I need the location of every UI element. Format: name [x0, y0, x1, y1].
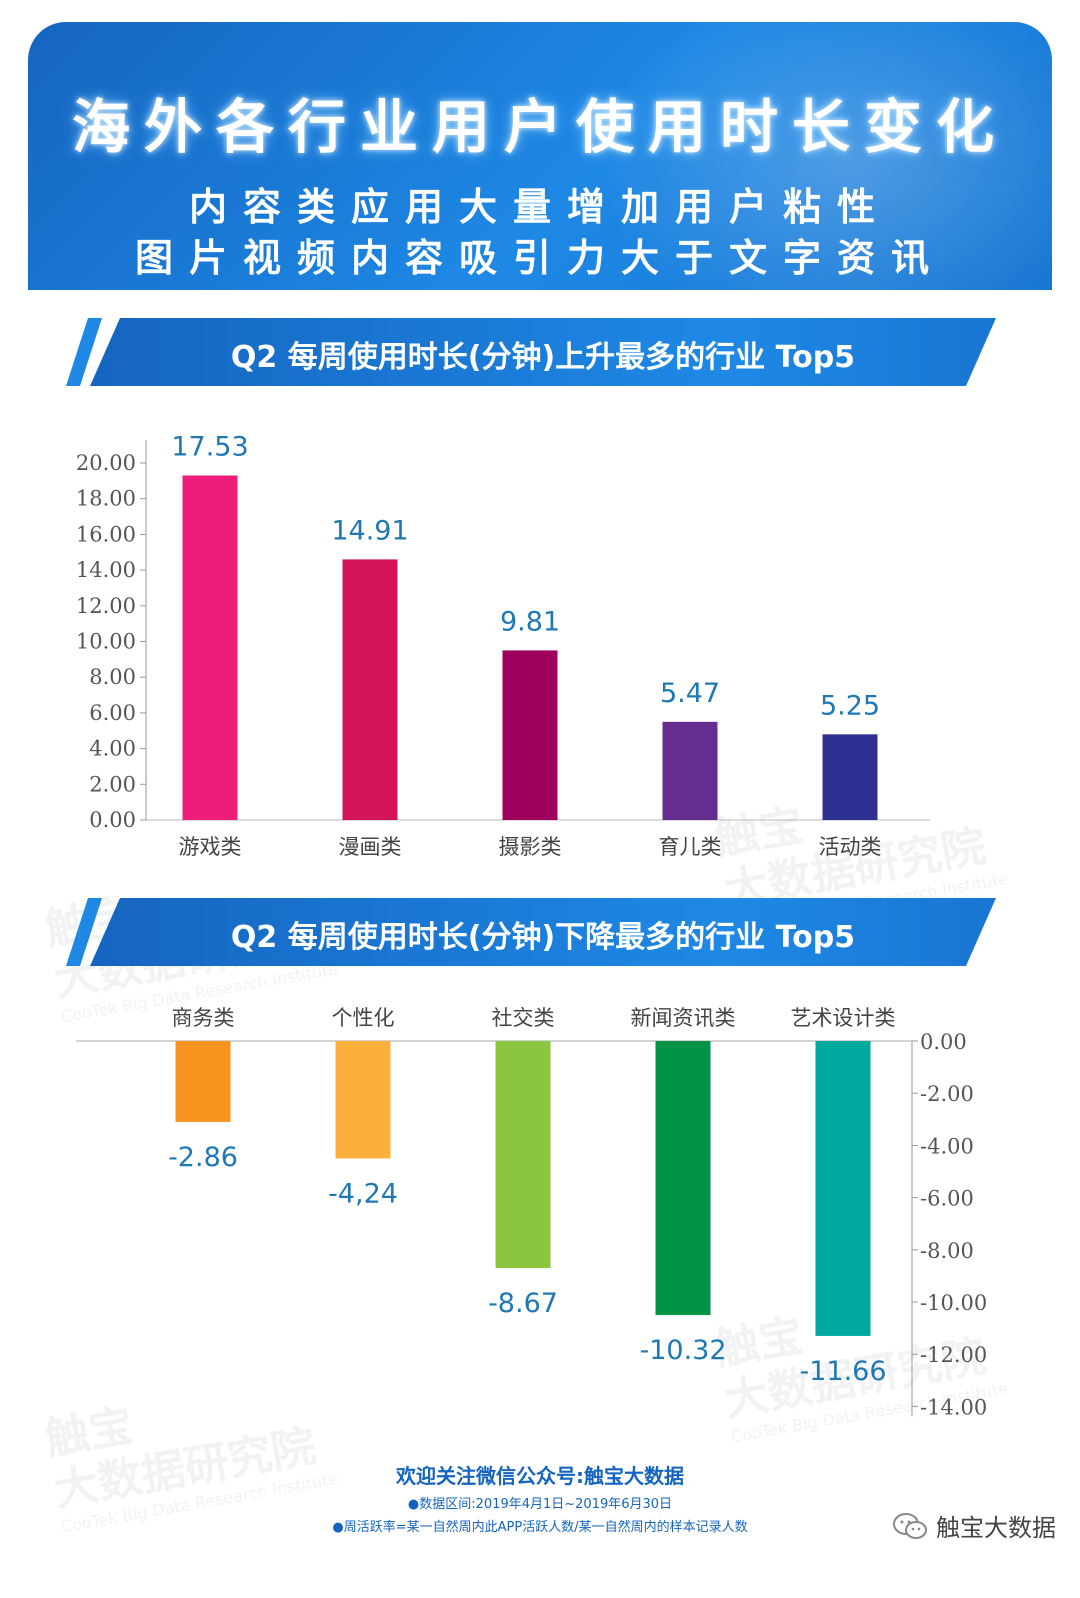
subtitle-line-1: 内容类应用大量增加用户粘性 — [188, 185, 891, 229]
chart2-title-banner: Q2 每周使用时长(分钟)下降最多的行业 Top5 — [66, 898, 996, 966]
page-title: 海外各行业用户使用时长变化 — [71, 93, 1008, 161]
category-label: 个性化 — [332, 1006, 395, 1030]
bar-2 — [495, 1041, 551, 1269]
category-label: 新闻资讯类 — [631, 1006, 736, 1030]
category-label: 游戏类 — [179, 835, 242, 859]
y-tick-label: 18.00 — [76, 487, 136, 511]
category-label: 活动类 — [819, 835, 882, 859]
follow-text: 欢迎关注微信公众号:触宝大数据 — [396, 1464, 684, 1488]
value-label: -2.86 — [168, 1142, 238, 1173]
category-label: 漫画类 — [339, 835, 402, 859]
chart1-title: Q2 每周使用时长(分钟)上升最多的行业 Top5 — [230, 340, 856, 375]
header-glow — [592, 22, 1052, 290]
chart-decrease-svg: 0.00 -2.00 -4.00 -6.00 -8.00 -10.00 -12.00 -14.… — [76, 1006, 987, 1419]
wechat-icon — [893, 1512, 927, 1539]
value-label: 9.81 — [500, 606, 560, 637]
y-tick-label: -12.00 — [920, 1343, 987, 1367]
category-label: 摄影类 — [499, 835, 562, 859]
value-label: 17.53 — [171, 431, 248, 462]
chart-decrease: 0.00 -2.00 -4.00 -6.00 -8.00 -10.00 -12.00 -14.… — [76, 1006, 987, 1419]
y-tick-label: 12.00 — [76, 594, 136, 618]
bar-4 — [815, 1041, 871, 1336]
banner-bg — [90, 318, 996, 386]
bar-0 — [182, 475, 238, 820]
value-label: 14.91 — [331, 515, 408, 546]
value-label: 5.25 — [820, 690, 880, 721]
category-label: 社交类 — [492, 1006, 555, 1030]
y-tick-label: 10.00 — [76, 630, 136, 654]
category-label: 艺术设计类 — [791, 1006, 896, 1030]
header-banner: 海外各行业用户使用时长变化 内容类应用大量增加用户粘性 图片视频内容吸引力大于文… — [28, 22, 1052, 290]
y-tick-label: -6.00 — [920, 1187, 974, 1211]
bar-3 — [655, 1041, 711, 1316]
value-label: -11.66 — [799, 1356, 886, 1387]
y-tick-label: 8.00 — [89, 665, 136, 689]
banner-bg — [90, 898, 996, 966]
chart1-title-banner: Q2 每周使用时长(分钟)上升最多的行业 Top5 — [66, 318, 996, 386]
bar-4 — [822, 734, 878, 820]
y-tick-label: -2.00 — [920, 1082, 974, 1106]
y-tick-label: 16.00 — [76, 522, 136, 546]
y-tick-label: -4.00 — [920, 1134, 974, 1158]
y-tick-label: -10.00 — [920, 1291, 987, 1315]
bar-3 — [662, 721, 718, 820]
y-tick-label: 0.00 — [89, 808, 136, 832]
value-label: -4,24 — [328, 1178, 398, 1209]
wechat-label: 触宝大数据 — [936, 1514, 1056, 1542]
category-label: 商务类 — [172, 1006, 235, 1030]
chart-increase: 0.00 2.00 4.00 6.00 8.00 10.00 12.00 14.00 16.00… — [76, 431, 930, 859]
bar-0 — [175, 1041, 231, 1122]
y-tick-label: 2.00 — [89, 772, 136, 796]
chart2-title: Q2 每周使用时长(分钟)下降最多的行业 Top5 — [230, 920, 856, 955]
y-tick-label: 20.00 — [76, 451, 136, 475]
value-label: 5.47 — [660, 678, 720, 709]
category-label: 育儿类 — [659, 835, 722, 859]
subtitle-line-2: 图片视频内容吸引力大于文字资讯 — [134, 236, 945, 280]
bar-1 — [335, 1041, 391, 1159]
data-range-note: ●数据区间:2019年4月1日~2019年6月30日 — [407, 1497, 673, 1512]
y-tick-label: 4.00 — [89, 737, 136, 761]
y-tick-label: -8.00 — [920, 1239, 974, 1263]
chart-increase-svg: 0.00 2.00 4.00 6.00 8.00 10.00 12.00 14.00 16.00… — [76, 431, 930, 859]
y-tick-label: 0.00 — [920, 1030, 967, 1054]
bar-1 — [342, 559, 398, 820]
definition-note: ●周活跃率=某一自然周内此APP活跃人数/某一自然周内的样本记录人数 — [332, 1520, 748, 1535]
y-tick-label: 14.00 — [76, 558, 136, 582]
value-label: -8.67 — [488, 1288, 558, 1319]
bar-2 — [502, 650, 558, 820]
y-tick-label: -14.00 — [920, 1395, 987, 1419]
wechat-account: 触宝大数据 — [892, 1508, 1056, 1543]
y-tick-label: 6.00 — [89, 701, 136, 725]
footer: 欢迎关注微信公众号:触宝大数据 ●数据区间:2019年4月1日~2019年6月3… — [0, 1460, 1080, 1535]
value-label: -10.32 — [639, 1335, 726, 1366]
